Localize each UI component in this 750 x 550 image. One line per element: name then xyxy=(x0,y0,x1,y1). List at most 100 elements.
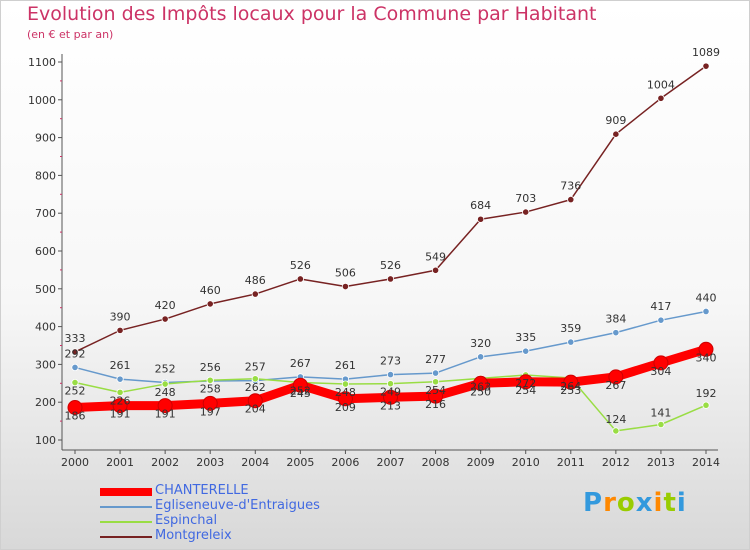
data-label-egliseneuve-d-entraigues: 384 xyxy=(605,313,626,326)
legend-item-chanterelle: CHANTERELLE xyxy=(100,483,400,499)
data-point-egliseneuve-d-entraigues xyxy=(612,329,620,337)
data-label-montgreleix: 736 xyxy=(560,180,581,193)
data-point-chanterelle xyxy=(653,355,669,371)
proxiti-logo: Proxiti xyxy=(583,488,687,518)
data-point-chanterelle xyxy=(428,388,444,404)
data-label-espinchal: 262 xyxy=(245,381,266,394)
x-tick-label: 2013 xyxy=(647,456,675,469)
data-label-chanterelle: 213 xyxy=(380,399,401,412)
legend-label: CHANTERELLE xyxy=(155,483,249,498)
data-point-egliseneuve-d-entraigues xyxy=(522,347,530,355)
data-point-chanterelle xyxy=(383,389,398,405)
data-point-chanterelle xyxy=(202,395,218,411)
x-tick-label: 2011 xyxy=(557,456,585,469)
data-label-chanterelle: 253 xyxy=(560,384,581,397)
series-layer xyxy=(67,62,714,435)
series-chanterelle xyxy=(67,341,714,415)
data-label-espinchal: 264 xyxy=(560,380,581,393)
legend-item-montgreleix: Montgreleix xyxy=(100,528,400,544)
data-point-espinchal xyxy=(386,380,395,388)
data-point-chanterelle xyxy=(157,398,173,414)
legend-label: Montgreleix xyxy=(155,528,232,543)
x-tick-label: 2010 xyxy=(512,456,540,469)
y-tick-label: 100 xyxy=(35,434,56,447)
data-label-espinchal: 248 xyxy=(155,386,176,399)
data-point-montgreleix xyxy=(341,282,350,291)
data-point-chanterelle xyxy=(67,399,83,415)
data-label-egliseneuve-d-entraigues: 267 xyxy=(290,357,311,370)
data-point-espinchal xyxy=(657,420,665,429)
data-point-chanterelle xyxy=(247,393,263,409)
data-point-espinchal xyxy=(71,378,79,387)
data-labels-layer: 186 191 191 197 204 245 209 213 216 250 254 253 267 3… xyxy=(65,46,721,426)
data-label-egliseneuve-d-entraigues: 273 xyxy=(380,355,401,368)
data-label-montgreleix: 684 xyxy=(470,199,491,212)
y-tick-label: 500 xyxy=(35,283,56,296)
data-point-chanterelle xyxy=(518,374,534,390)
data-label-montgreleix: 460 xyxy=(200,284,221,297)
data-label-egliseneuve-d-entraigues: 256 xyxy=(200,361,221,374)
data-label-espinchal: 124 xyxy=(605,413,626,426)
data-label-chanterelle: 186 xyxy=(65,409,86,422)
data-point-montgreleix xyxy=(116,326,124,334)
data-label-egliseneuve-d-entraigues: 417 xyxy=(650,300,671,313)
data-point-chanterelle xyxy=(698,341,714,357)
data-label-montgreleix: 526 xyxy=(380,259,401,272)
logo-letter: i xyxy=(653,488,664,518)
data-label-montgreleix: 333 xyxy=(65,332,86,345)
data-label-chanterelle: 250 xyxy=(470,385,491,398)
data-label-chanterelle: 340 xyxy=(696,351,717,364)
data-label-montgreleix: 549 xyxy=(425,250,446,263)
logo-letter: o xyxy=(616,488,636,518)
data-point-chanterelle xyxy=(337,391,353,407)
data-point-montgreleix xyxy=(296,275,304,283)
y-tick-label: 1100 xyxy=(28,56,56,69)
data-point-montgreleix xyxy=(612,130,620,138)
legend-swatch xyxy=(100,536,152,538)
logo-letter: x xyxy=(635,488,654,518)
data-label-espinchal: 226 xyxy=(110,394,131,407)
data-point-montgreleix xyxy=(251,290,259,298)
logo-letter: t xyxy=(663,488,677,518)
data-label-espinchal: 263 xyxy=(470,380,491,393)
data-point-chanterelle xyxy=(608,369,624,385)
data-label-chanterelle: 216 xyxy=(425,398,446,411)
data-label-egliseneuve-d-entraigues: 292 xyxy=(65,347,86,360)
data-label-espinchal: 249 xyxy=(380,386,401,399)
data-point-egliseneuve-d-entraigues xyxy=(386,371,395,379)
data-point-montgreleix xyxy=(567,195,575,204)
data-label-montgreleix: 526 xyxy=(290,259,311,272)
data-point-egliseneuve-d-entraigues xyxy=(477,353,485,361)
data-point-chanterelle xyxy=(473,375,489,391)
data-point-montgreleix xyxy=(206,300,214,308)
y-tick-label: 600 xyxy=(35,245,56,258)
data-label-montgreleix: 506 xyxy=(335,267,356,280)
legend-item-espinchal: Espinchal xyxy=(100,513,400,529)
data-label-chanterelle: 197 xyxy=(200,405,221,418)
data-point-egliseneuve-d-entraigues xyxy=(702,307,710,316)
data-point-chanterelle xyxy=(292,377,308,393)
data-label-montgreleix: 1089 xyxy=(692,46,720,59)
data-label-egliseneuve-d-entraigues: 277 xyxy=(425,353,446,366)
legend-label: Espinchal xyxy=(155,513,218,528)
legend-swatch xyxy=(100,488,152,496)
y-tick-label: 200 xyxy=(35,396,56,409)
logo-letter: P xyxy=(583,488,604,518)
x-tick-label: 2009 xyxy=(467,456,495,469)
data-label-montgreleix: 1004 xyxy=(647,78,675,91)
data-label-espinchal: 192 xyxy=(696,387,717,400)
legend-label: Egliseneuve-d'Entraigues xyxy=(155,498,320,513)
data-point-egliseneuve-d-entraigues xyxy=(71,363,79,372)
data-point-espinchal xyxy=(206,376,214,384)
data-point-montgreleix xyxy=(477,215,485,223)
data-label-egliseneuve-d-entraigues: 440 xyxy=(696,291,717,304)
x-tick-label: 2003 xyxy=(196,456,224,469)
data-label-egliseneuve-d-entraigues: 257 xyxy=(245,361,266,374)
data-label-chanterelle: 204 xyxy=(245,403,266,416)
data-point-espinchal xyxy=(702,401,710,409)
data-point-egliseneuve-d-entraigues xyxy=(116,375,124,383)
y-tick-label: 300 xyxy=(35,358,56,371)
data-point-montgreleix xyxy=(702,62,710,70)
chart-axes: 100 200 300 400 500 600 700 800 900 1000 1100 2000 2… xyxy=(28,54,720,469)
data-label-espinchal: 248 xyxy=(335,386,356,399)
